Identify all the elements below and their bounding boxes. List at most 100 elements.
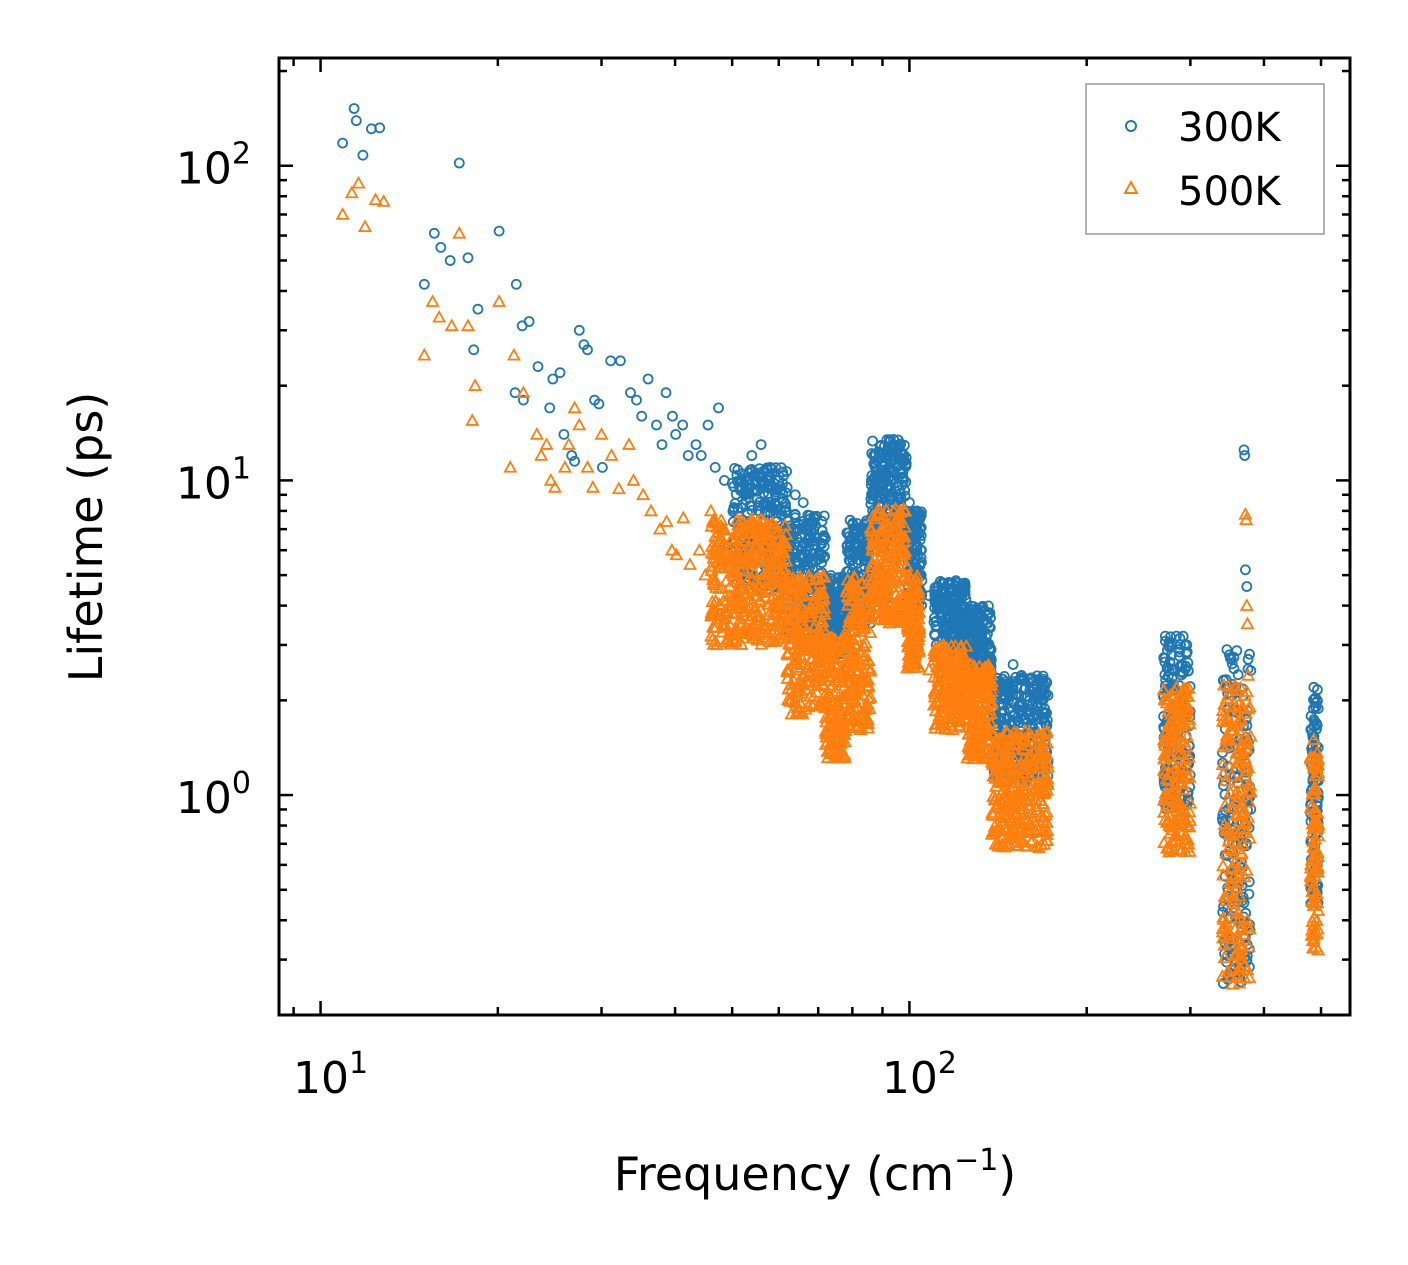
data-point <box>849 719 864 732</box>
data-point <box>1238 759 1253 773</box>
data-point <box>1008 807 1023 821</box>
data-point <box>830 698 845 711</box>
data-point <box>963 657 979 670</box>
data-point <box>791 526 802 537</box>
data-point <box>833 650 848 664</box>
data-point <box>808 632 823 646</box>
data-point <box>1242 970 1257 984</box>
data-point <box>1162 662 1174 674</box>
data-point <box>664 542 679 556</box>
data-point <box>1181 750 1196 763</box>
data-point <box>1216 766 1231 780</box>
data-point <box>789 512 801 524</box>
data-point <box>912 605 927 618</box>
data-point <box>878 589 893 603</box>
data-point <box>892 443 904 455</box>
data-point <box>763 553 778 567</box>
data-point <box>1167 785 1182 798</box>
data-point <box>790 660 805 673</box>
data-point <box>1239 450 1251 461</box>
data-point <box>882 557 897 570</box>
data-point <box>543 473 558 486</box>
data-point <box>1164 641 1175 653</box>
data-point <box>859 555 870 567</box>
data-point <box>903 607 918 621</box>
data-point <box>749 483 760 495</box>
data-point <box>869 562 884 576</box>
data-point <box>754 554 769 567</box>
data-point <box>900 458 912 469</box>
data-point <box>1033 793 1048 806</box>
data-point <box>909 505 920 517</box>
data-point <box>725 549 740 562</box>
data-point <box>704 559 719 572</box>
data-point <box>805 523 817 535</box>
data-point <box>793 569 808 582</box>
data-point <box>995 837 1010 850</box>
data-point <box>834 717 849 731</box>
data-point <box>989 822 1004 836</box>
data-point <box>730 543 745 557</box>
data-point <box>1007 710 1018 722</box>
data-point <box>417 347 432 361</box>
data-point <box>751 612 766 626</box>
data-point <box>799 681 814 695</box>
data-point <box>1243 728 1258 742</box>
data-point <box>1305 710 1317 722</box>
data-point <box>707 607 722 620</box>
data-point <box>1232 772 1243 784</box>
data-point <box>1001 837 1016 851</box>
data-point <box>1010 835 1025 848</box>
data-point <box>1216 739 1231 753</box>
data-point <box>358 219 373 233</box>
data-point <box>988 836 1003 850</box>
data-point <box>1223 785 1238 798</box>
data-point <box>848 671 863 685</box>
data-point <box>1170 768 1185 782</box>
data-point <box>1215 703 1230 716</box>
data-point <box>853 554 865 565</box>
data-point <box>916 544 927 556</box>
data-point <box>902 569 917 583</box>
data-point <box>923 590 935 602</box>
scatter-points <box>335 103 1326 990</box>
data-point <box>468 378 483 391</box>
data-point <box>1006 741 1021 755</box>
data-point <box>812 549 824 561</box>
data-point <box>946 601 958 613</box>
data-point <box>1038 785 1053 799</box>
data-point <box>1023 747 1038 761</box>
data-point <box>1038 732 1053 745</box>
data-point <box>931 615 942 627</box>
data-point <box>811 668 826 681</box>
data-point <box>1310 895 1325 909</box>
data-point <box>785 618 800 632</box>
data-point <box>1233 962 1248 976</box>
data-point <box>809 571 824 585</box>
data-point <box>1217 697 1232 710</box>
data-point <box>872 559 887 573</box>
data-point <box>1235 919 1250 933</box>
data-point <box>979 741 994 755</box>
data-point <box>1008 816 1023 829</box>
data-point <box>933 600 944 611</box>
data-point <box>986 753 1001 766</box>
data-point <box>659 514 674 527</box>
data-point <box>1221 833 1236 847</box>
data-point <box>344 185 359 199</box>
data-point <box>728 562 743 576</box>
data-point <box>1227 751 1242 765</box>
data-point <box>1172 745 1187 759</box>
data-point <box>1310 806 1325 819</box>
data-point <box>947 613 959 624</box>
data-point <box>769 602 784 615</box>
data-point <box>1308 681 1320 693</box>
data-point <box>1024 694 1035 706</box>
data-point <box>896 501 911 515</box>
data-point <box>843 647 858 661</box>
data-point <box>871 599 886 612</box>
data-point <box>867 552 882 565</box>
data-point <box>1230 931 1245 944</box>
data-point <box>981 685 996 699</box>
data-point <box>747 549 762 562</box>
